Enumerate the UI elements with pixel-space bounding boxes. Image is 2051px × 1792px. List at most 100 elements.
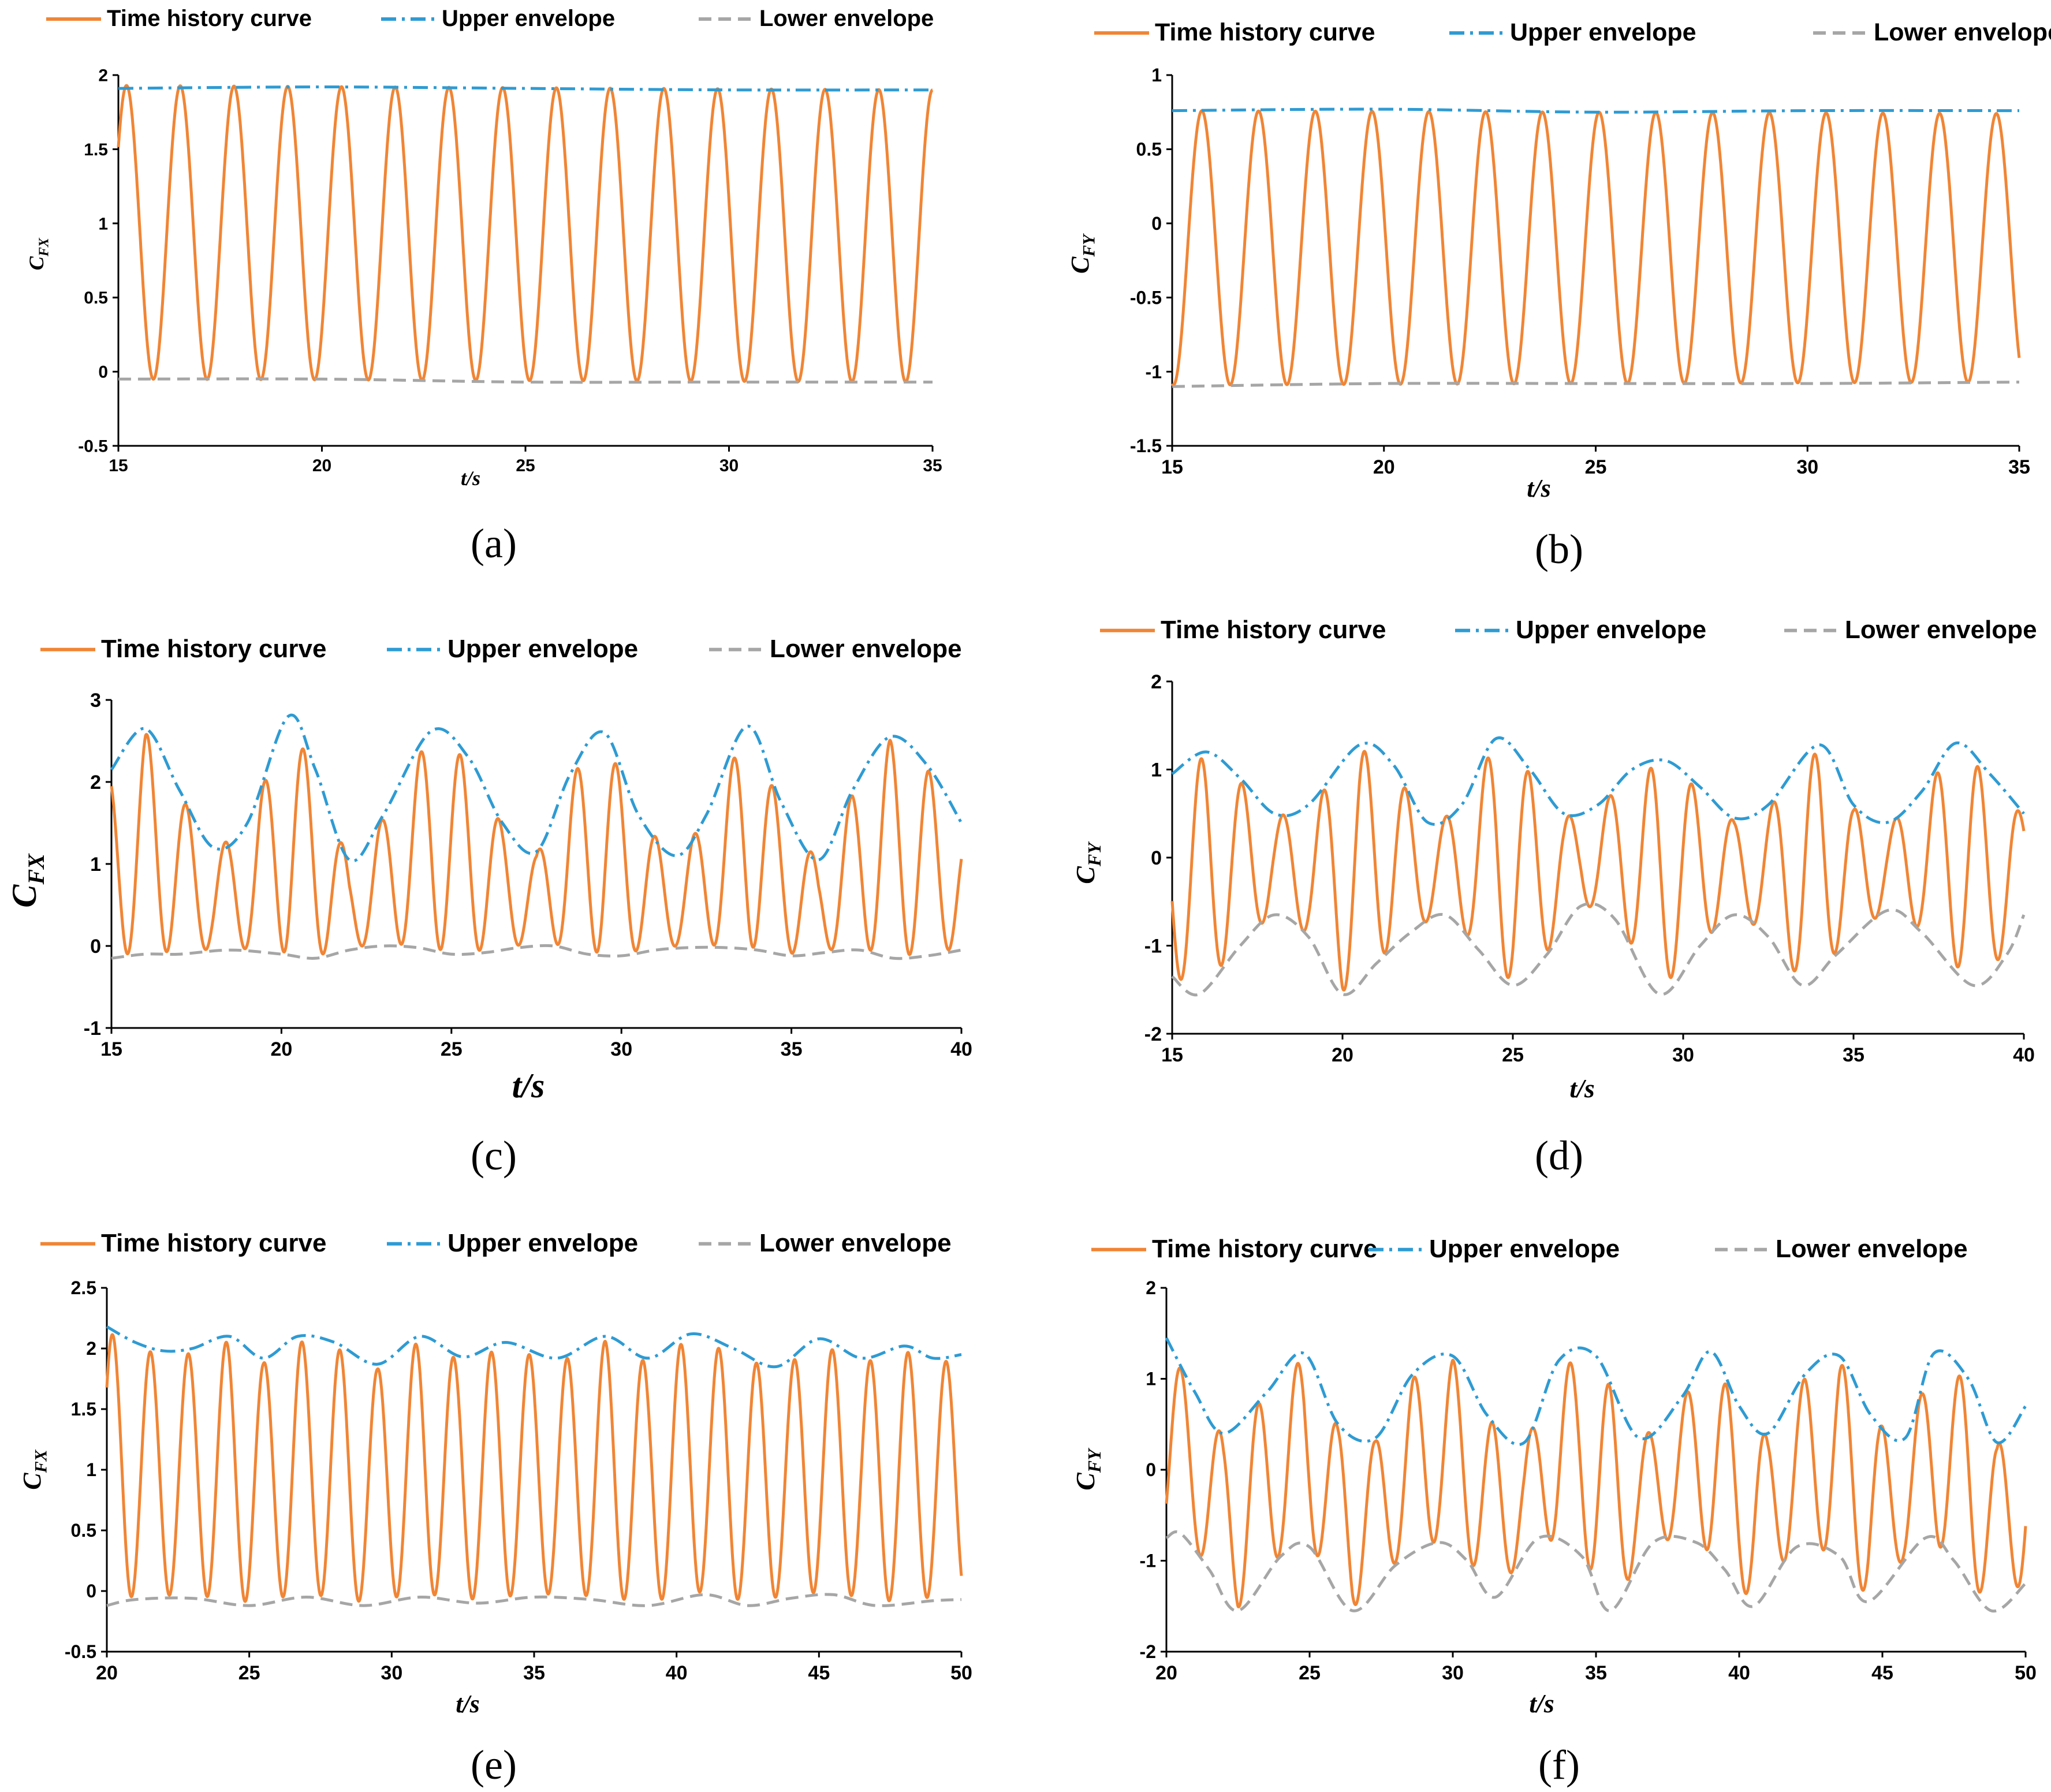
x-axis-label: t/s [461,467,480,490]
x-axis-label: t/s [1527,474,1551,502]
x-tick-label: 25 [1585,456,1607,478]
x-tick-label: 40 [2013,1044,2035,1066]
legend-label: Time history curve [1155,18,1375,46]
y-tick-label: 1 [1151,759,1162,781]
legend-label: Time history curve [101,635,326,663]
x-tick-label: 35 [923,456,942,475]
series-lower-envelope-line [1171,902,2026,997]
y-tick-label: -1 [1144,935,1162,957]
y-tick-label: 2.5 [71,1277,96,1298]
y-tick-label: 2 [98,66,108,85]
panel-caption: (f) [1538,1742,1580,1788]
x-tick-label: 25 [1299,1662,1321,1684]
legend-label: Time history curve [107,6,312,31]
y-tick-label: 0 [98,363,108,382]
legend-label: Upper envelope [442,6,615,31]
legend-label: Upper envelope [448,635,638,663]
y-axis-label-main: C [1071,1472,1100,1491]
y-tick-label: 0.5 [1136,139,1162,160]
y-axis-label: CFY [1071,841,1105,884]
x-tick-label: 35 [781,1038,803,1060]
chart-d: -2 -1 0 1 2 15 20 25 30 35 40 CFY t/s Time history cu… [1071,616,2037,1179]
series-time-history-line [110,733,963,956]
y-tick-label: 2 [90,772,101,793]
legend-label: Time history curve [1161,616,1386,644]
x-tick-label: 30 [719,456,739,475]
series-lower-envelope-line [106,1593,962,1607]
series-lower-envelope-line [118,377,933,384]
series-time-history-line [105,1333,963,1603]
y-tick-label: 1.5 [84,140,108,159]
x-tick-label: 25 [1502,1044,1524,1066]
y-tick-label: 3 [90,690,101,711]
legend-label: Upper envelope [1510,18,1696,46]
x-tick-label: 40 [1728,1662,1750,1684]
x-tick-label: 35 [1843,1044,1864,1066]
series-lower-envelope-line [1172,381,2020,388]
y-tick-label: 1.5 [71,1399,96,1420]
x-tick-label: 45 [808,1662,830,1684]
y-tick-label: -0.5 [78,437,108,456]
panel-caption: (e) [471,1742,517,1788]
y-axis-label: CFX [18,1449,51,1489]
chart-f: -2 -1 0 1 2 20 25 30 35 40 45 50 CFY t/s Time history … [1071,1235,2037,1788]
legend-label: Lower envelope [770,635,962,663]
panel-caption: (b) [1535,526,1583,572]
legend-label: Time history curve [1152,1235,1377,1263]
chart-b: -1.5 -1 -0.5 0 0.5 1 15 20 25 30 35 CFY t/s Time hist… [1066,18,2051,572]
chart-a: -0.5 0 0.5 1 1.5 2 15 20 25 30 35 CFX t/s Time histor… [25,6,942,567]
y-axis-label-subscript: FY [1084,1448,1105,1473]
y-tick-label: 1 [90,854,101,875]
series-upper-envelope-line [1171,736,2025,826]
x-tick-label: 20 [312,456,331,475]
x-tick-label: 15 [100,1038,122,1060]
x-tick-label: 20 [1332,1044,1353,1066]
y-axis-label: CFY [1071,1448,1105,1491]
series-time-history-line [1170,109,2021,387]
y-tick-label: -0.5 [1130,287,1162,308]
y-axis-label-main: C [1066,256,1094,274]
y-axis-label-subscript: FY [1084,841,1105,867]
x-tick-label: 15 [1161,1044,1183,1066]
y-axis-label: CFX [25,237,51,270]
legend-label: Lower envelope [1874,18,2051,46]
series-time-history-line [1170,750,2026,992]
y-tick-label: 1 [86,1459,96,1480]
x-tick-label: 15 [109,456,128,475]
y-tick-label: 0.5 [84,289,108,308]
y-axis-label-subscript: FX [23,853,49,885]
series-upper-envelope-line [110,713,963,863]
panel-caption: (a) [471,520,517,567]
y-tick-label: -1 [1140,1551,1156,1571]
panel-caption: (c) [471,1132,517,1179]
x-tick-label: 30 [381,1662,402,1684]
y-tick-label: -1 [84,1018,101,1040]
y-tick-label: 0 [90,936,101,958]
x-axis-label: t/s [456,1690,480,1718]
x-tick-label: 20 [270,1038,292,1060]
y-tick-label: 1 [1151,65,1162,85]
y-tick-label: 0 [1151,847,1162,869]
y-tick-label: -1 [1146,362,1162,382]
y-tick-label: 0 [1151,213,1162,234]
legend-label: Upper envelope [1429,1235,1620,1263]
y-tick-label: 2 [1146,1277,1156,1298]
y-tick-label: 0 [1146,1459,1156,1480]
y-axis-label-subscript: FX [32,1449,51,1473]
x-tick-label: 50 [2015,1662,2037,1684]
y-tick-label: -2 [1140,1641,1156,1662]
y-tick-label: -1.5 [1130,435,1162,456]
series-lower-envelope-line [111,944,962,960]
x-tick-label: 20 [1155,1662,1177,1684]
y-axis-label-main: C [1071,866,1100,884]
series-time-history-line [117,84,934,383]
y-tick-label: 0 [86,1581,96,1601]
legend-label: Lower envelope [1845,616,2037,644]
x-tick-label: 35 [1585,1662,1607,1684]
y-tick-label: 1 [1146,1369,1156,1389]
chart-e: -0.5 0 0.5 1 1.5 2 2.5 20 25 30 35 40 45 50 CFX t/s Time… [18,1229,972,1788]
series-upper-envelope-line [106,1325,962,1369]
x-tick-label: 25 [441,1038,463,1060]
y-tick-label: 0.5 [71,1520,96,1541]
y-tick-label: 1 [98,214,108,233]
